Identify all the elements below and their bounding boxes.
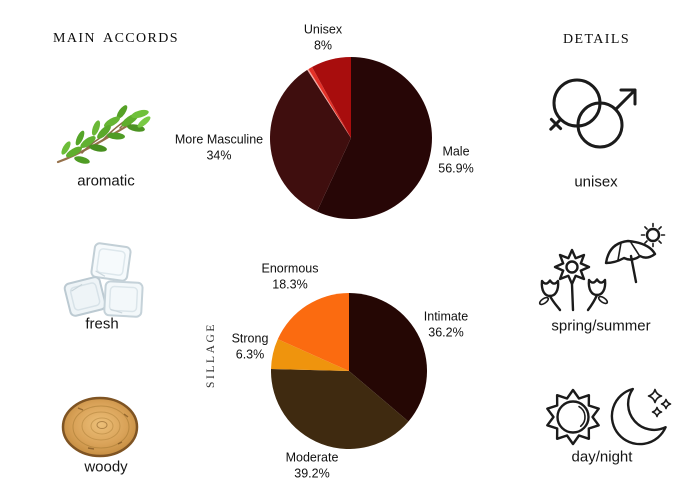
ice-cubes-image bbox=[63, 242, 144, 318]
pie-slice-minor bbox=[307, 69, 351, 138]
sillage-axis-label: SILLAGE bbox=[205, 321, 217, 389]
wood-slice-image bbox=[61, 396, 139, 458]
accord-label-fresh: fresh bbox=[85, 315, 119, 333]
detail-label-unisex: unisex bbox=[574, 173, 618, 191]
gender-pie-chart bbox=[270, 57, 432, 219]
pie-slice-strong bbox=[271, 339, 349, 371]
intimate-slice-label: Intimate 36.2% bbox=[423, 309, 469, 340]
pie-slice-intimate bbox=[349, 293, 427, 422]
details-title: DETAILS bbox=[563, 32, 631, 47]
detail-label-day-night: day/night bbox=[571, 448, 633, 466]
main-accords-title: MAIN ACCORDS bbox=[53, 31, 179, 46]
more-masculine-slice-label: More Masculine 34% bbox=[174, 132, 264, 163]
unisex-slice-label: Unisex 8% bbox=[303, 22, 343, 53]
spring-summer-icon bbox=[538, 222, 666, 312]
pie-slice-male bbox=[316, 57, 432, 219]
moderate-slice-label: Moderate 39.2% bbox=[285, 450, 339, 481]
enormous-slice-label: Enormous 18.3% bbox=[261, 261, 319, 292]
male-slice-label: Male 56.9% bbox=[438, 144, 474, 176]
herb-sprig-image bbox=[56, 105, 151, 164]
accord-label-woody: woody bbox=[84, 458, 128, 476]
accord-label-aromatic: aromatic bbox=[77, 172, 135, 190]
pie-slice-unisex bbox=[311, 57, 351, 138]
pie-slice-enormous bbox=[277, 293, 349, 371]
sillage-pie-chart bbox=[271, 293, 427, 449]
strong-slice-label: Strong 6.3% bbox=[231, 331, 269, 362]
gender-unisex-icon bbox=[549, 78, 637, 149]
pie-slice-minor bbox=[308, 67, 351, 138]
pie-slice-more-masculine bbox=[270, 69, 351, 212]
detail-label-spring-summer: spring/summer bbox=[551, 317, 651, 335]
day-night-icon bbox=[546, 387, 672, 446]
pie-slice-moderate bbox=[271, 369, 409, 449]
